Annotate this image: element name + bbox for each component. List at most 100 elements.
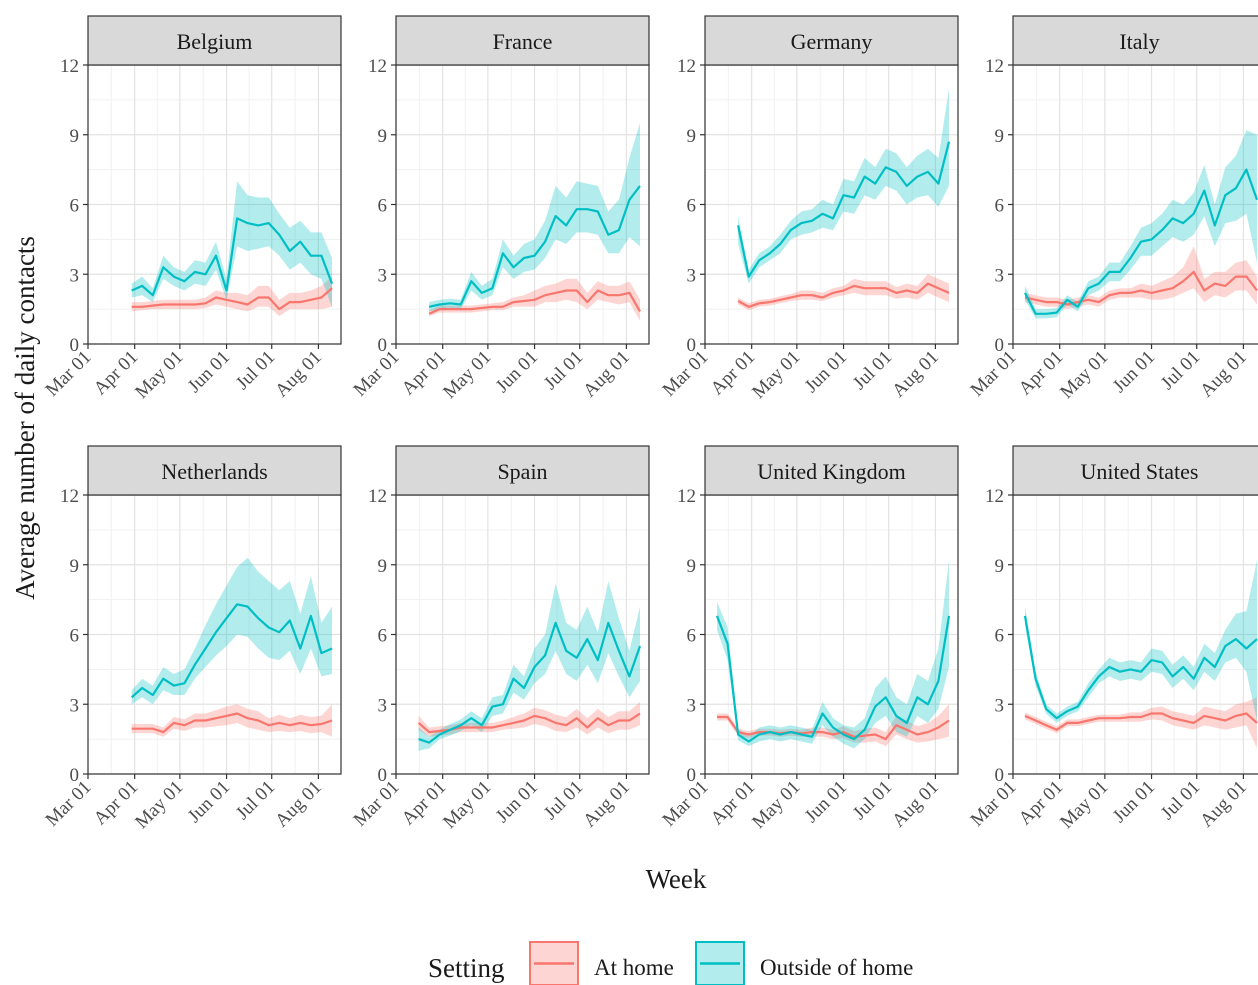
y-tick-label: 0 bbox=[378, 335, 388, 356]
x-tick-label: May 01 bbox=[439, 777, 495, 833]
y-tick-label: 9 bbox=[70, 126, 80, 147]
y-tick-label: 0 bbox=[687, 765, 697, 786]
y-tick-label: 3 bbox=[995, 695, 1005, 716]
strip-label: United States bbox=[1081, 459, 1199, 484]
y-tick-label: 9 bbox=[378, 556, 388, 577]
x-tick-label: Jun 01 bbox=[492, 777, 542, 827]
line-outside bbox=[737, 141, 951, 278]
series-group bbox=[130, 557, 333, 737]
y-tick-label: 12 bbox=[60, 56, 79, 77]
ribbon-outside bbox=[131, 557, 332, 705]
y-tick-label: 3 bbox=[687, 265, 697, 286]
x-tick-label: Jun 01 bbox=[801, 777, 851, 827]
x-tick-label: Aug 01 bbox=[1196, 777, 1251, 832]
y-tick-label: 3 bbox=[378, 695, 388, 716]
y-tick-label: 9 bbox=[378, 126, 388, 147]
strip-label: Spain bbox=[497, 459, 547, 484]
y-tick-label: 9 bbox=[995, 126, 1005, 147]
y-tick-label: 6 bbox=[70, 626, 80, 647]
y-tick-label: 6 bbox=[378, 196, 388, 217]
y-axis-title: Average number of daily contacts bbox=[10, 236, 40, 600]
x-tick-label: Jun 01 bbox=[184, 347, 234, 397]
line-outside bbox=[131, 217, 334, 297]
y-tick-label: 9 bbox=[687, 126, 697, 147]
ribbon-outside bbox=[418, 581, 640, 751]
x-tick-label: Aug 01 bbox=[579, 347, 634, 402]
y-tick-label: 0 bbox=[378, 765, 388, 786]
ribbon-outside bbox=[1025, 560, 1257, 723]
line-home bbox=[131, 287, 333, 311]
line-home bbox=[737, 282, 950, 308]
line-outside bbox=[418, 621, 642, 744]
y-tick-label: 3 bbox=[995, 265, 1005, 286]
y-tick-label: 0 bbox=[70, 765, 80, 786]
strip-background bbox=[395, 445, 650, 496]
line-outside bbox=[1023, 615, 1258, 720]
x-tick-label: May 01 bbox=[1056, 777, 1112, 833]
series-group bbox=[428, 123, 641, 321]
y-tick-label: 0 bbox=[995, 335, 1005, 356]
x-tick-label: May 01 bbox=[131, 347, 187, 403]
x-axis-title: Week bbox=[646, 864, 707, 894]
x-tick-label: Jun 01 bbox=[1109, 777, 1159, 827]
y-tick-label: 0 bbox=[995, 765, 1005, 786]
y-tick-label: 6 bbox=[687, 626, 697, 647]
strip-background bbox=[704, 15, 959, 66]
strip-background bbox=[87, 445, 342, 496]
strip-background bbox=[1012, 15, 1258, 66]
y-tick-label: 0 bbox=[70, 335, 80, 356]
strip-label: Netherlands bbox=[161, 459, 267, 484]
line-outside bbox=[130, 603, 333, 699]
x-tick-label: Aug 01 bbox=[579, 777, 634, 832]
legend-title: Setting bbox=[428, 953, 505, 983]
y-tick-label: 12 bbox=[677, 486, 696, 507]
y-tick-label: 6 bbox=[687, 196, 697, 217]
strip-label: Italy bbox=[1119, 29, 1159, 54]
x-tick-label: Jun 01 bbox=[801, 347, 851, 397]
ribbon-outside bbox=[738, 88, 949, 284]
line-home bbox=[131, 712, 333, 734]
y-tick-label: 12 bbox=[985, 56, 1004, 77]
x-tick-label: May 01 bbox=[748, 347, 804, 403]
y-tick-label: 0 bbox=[687, 335, 697, 356]
strip-background bbox=[1012, 445, 1258, 496]
x-tick-label: May 01 bbox=[131, 777, 187, 833]
y-tick-label: 6 bbox=[995, 626, 1005, 647]
x-tick-label: Aug 01 bbox=[888, 347, 943, 402]
ribbon-home bbox=[738, 274, 949, 311]
x-tick-label: Jun 01 bbox=[492, 347, 542, 397]
strip-label: Germany bbox=[791, 29, 873, 54]
x-tick-label: May 01 bbox=[1056, 347, 1112, 403]
y-tick-label: 3 bbox=[70, 265, 80, 286]
series-group bbox=[131, 181, 334, 317]
legend-key-at-home bbox=[529, 941, 579, 985]
x-tick-label: Aug 01 bbox=[1196, 347, 1251, 402]
y-tick-label: 12 bbox=[60, 486, 79, 507]
y-tick-label: 9 bbox=[995, 556, 1005, 577]
line-home bbox=[717, 715, 950, 741]
y-tick-label: 12 bbox=[677, 56, 696, 77]
ribbon-outside bbox=[717, 560, 949, 749]
ribbon-home bbox=[131, 704, 332, 737]
x-tick-label: Aug 01 bbox=[271, 777, 326, 832]
series-group bbox=[417, 581, 642, 751]
series-group bbox=[1023, 560, 1258, 749]
strip-label: Belgium bbox=[177, 29, 253, 54]
y-tick-label: 12 bbox=[985, 486, 1004, 507]
y-tick-label: 6 bbox=[995, 196, 1005, 217]
ribbon-outside bbox=[429, 123, 640, 312]
legend-key-outside-of-home bbox=[695, 941, 745, 985]
line-outside bbox=[428, 185, 641, 308]
x-tick-label: Aug 01 bbox=[888, 777, 943, 832]
y-tick-label: 3 bbox=[687, 695, 697, 716]
ribbon-outside bbox=[131, 181, 332, 307]
